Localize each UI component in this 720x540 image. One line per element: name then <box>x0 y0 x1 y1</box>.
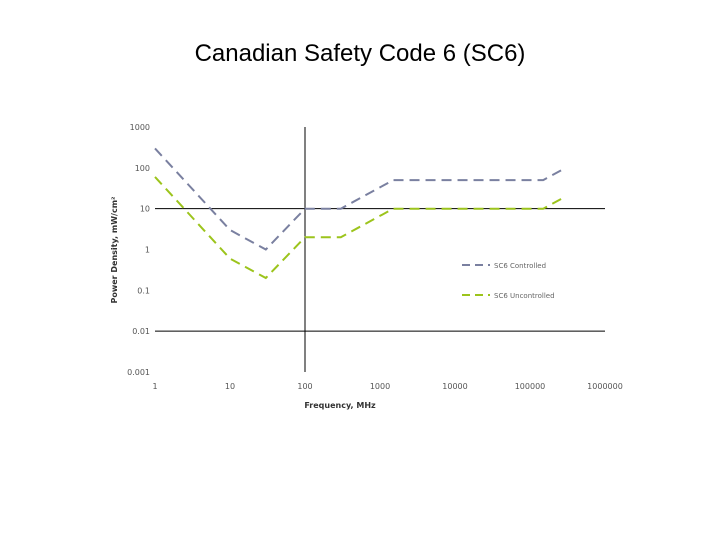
x-tick-label: 1 <box>152 382 157 391</box>
y-tick-label: 0.001 <box>127 368 150 377</box>
y-tick-label: 0.01 <box>132 327 150 336</box>
x-tick-label: 1000 <box>370 382 390 391</box>
legend-label: SC6 Uncontrolled <box>494 292 555 300</box>
y-axis-label: Power Density, mW/cm² <box>110 196 119 304</box>
y-tick-label: 1 <box>145 246 150 255</box>
series-line-controlled <box>154 147 567 251</box>
x-tick-labels: 1 10 100 1000 10000 100000 1000000 <box>152 382 622 391</box>
y-tick-label: 10 <box>140 205 150 214</box>
x-tick-label: 100 <box>297 382 312 391</box>
y-tick-label: 1000 <box>130 123 150 132</box>
x-tick-label: 1000000 <box>587 382 623 391</box>
chart-legend: SC6 Controlled SC6 Uncontrolled <box>462 262 555 300</box>
y-tick-label: 100 <box>135 164 150 173</box>
slide-title: Canadian Safety Code 6 (SC6) <box>194 40 526 67</box>
y-tick-labels: 0.001 0.01 0.1 1 10 100 1000 <box>127 123 150 377</box>
chart-series <box>154 147 567 280</box>
x-tick-label: 10 <box>225 382 235 391</box>
x-axis-label: Frequency, MHz <box>304 401 376 410</box>
x-tick-label: 100000 <box>515 382 546 391</box>
y-tick-label: 0.1 <box>137 286 150 295</box>
series-line-uncontrolled <box>154 176 567 280</box>
legend-label: SC6 Controlled <box>494 262 546 270</box>
x-tick-label: 10000 <box>442 382 467 391</box>
